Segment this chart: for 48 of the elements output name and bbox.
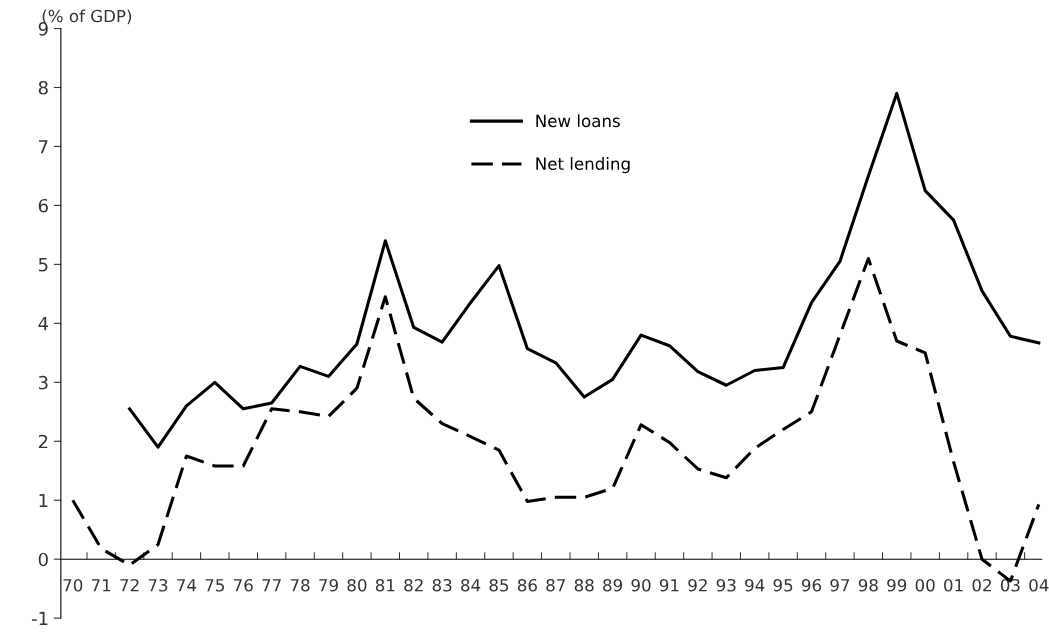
x-tick-label: 84 bbox=[461, 578, 481, 592]
y-tick-label: 5 bbox=[38, 258, 48, 272]
y-tick-label: 1 bbox=[39, 493, 48, 508]
x-tick-label: 80 bbox=[347, 578, 367, 592]
x-tick-label: 73 bbox=[148, 578, 168, 592]
y-tick-label: 8 bbox=[38, 80, 48, 95]
x-tick-label: 00 bbox=[915, 578, 935, 592]
x-tick-label: 72 bbox=[120, 578, 139, 592]
legend-label: New loans bbox=[536, 114, 620, 128]
x-tick-label: 78 bbox=[290, 578, 310, 592]
x-tick-label: 74 bbox=[177, 579, 197, 592]
x-tick-label: 71 bbox=[91, 579, 111, 592]
y-tick-label: 0 bbox=[38, 552, 48, 567]
x-tick-label: 93 bbox=[716, 578, 736, 592]
y-tick-label: 3 bbox=[38, 375, 48, 390]
x-tick-label: 99 bbox=[887, 578, 907, 592]
x-tick-label: 01 bbox=[944, 578, 963, 592]
x-tick-label: 95 bbox=[773, 578, 793, 592]
y-tick-label: -1 bbox=[31, 611, 48, 626]
x-tick-label: 79 bbox=[319, 578, 338, 592]
x-tick-label: 02 bbox=[972, 578, 991, 592]
x-tick-label: 04 bbox=[1029, 578, 1049, 592]
legend-label: Net lending bbox=[536, 157, 630, 174]
x-tick-label: 94 bbox=[745, 578, 765, 592]
x-tick-label: 89 bbox=[603, 578, 623, 592]
x-tick-label: 86 bbox=[517, 578, 537, 592]
x-tick-label: 81 bbox=[375, 578, 395, 592]
y-tick-label: 6 bbox=[38, 198, 48, 213]
x-tick-label: 70 bbox=[63, 578, 83, 592]
x-tick-label: 98 bbox=[858, 578, 878, 592]
x-tick-label: 88 bbox=[574, 578, 594, 592]
y-tick-label: 2 bbox=[38, 434, 48, 449]
y-tick-label: 4 bbox=[38, 317, 49, 331]
x-tick-label: 03 bbox=[1000, 578, 1020, 592]
y-tick-label: 7 bbox=[39, 140, 48, 154]
x-tick-label: 82 bbox=[404, 578, 423, 592]
x-tick-label: 91 bbox=[659, 578, 679, 592]
x-tick-label: 87 bbox=[546, 578, 565, 592]
x-tick-label: 75 bbox=[205, 579, 224, 592]
line-series bbox=[128, 91, 1041, 449]
x-tick-label: 97 bbox=[830, 578, 850, 592]
x-tick-label: 76 bbox=[234, 578, 253, 592]
x-tick-label: 83 bbox=[432, 578, 452, 592]
x-tick-label: 77 bbox=[262, 579, 281, 592]
x-tick-label: 90 bbox=[631, 578, 651, 592]
x-tick-label: 92 bbox=[688, 578, 707, 592]
x-tick-label: 85 bbox=[489, 578, 509, 592]
x-tick-label: 96 bbox=[801, 578, 822, 592]
